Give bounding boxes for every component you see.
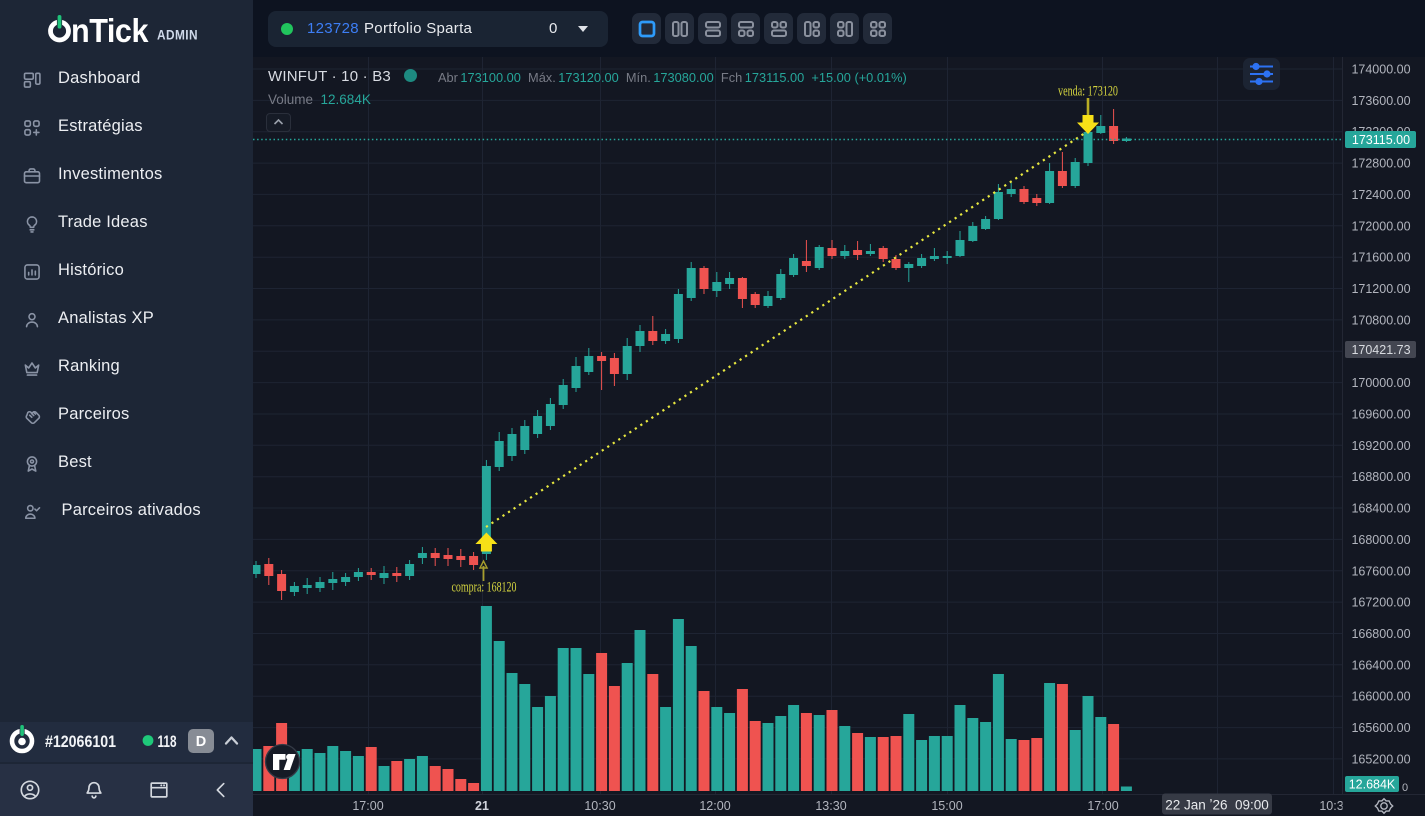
svg-text:165600.00: 165600.00 xyxy=(1351,721,1410,735)
svg-text:168400.00: 168400.00 xyxy=(1351,502,1410,516)
svg-text:170421.73: 170421.73 xyxy=(1351,343,1410,357)
svg-text:compra: 168120: compra: 168120 xyxy=(452,580,517,596)
svg-text:172400.00: 172400.00 xyxy=(1351,188,1410,202)
svg-text:169600.00: 169600.00 xyxy=(1351,408,1410,422)
svg-text:173600.00: 173600.00 xyxy=(1351,94,1410,108)
svg-text:17:00: 17:00 xyxy=(1087,799,1118,813)
svg-text:22 Jan ʼ26 09:00: 22 Jan ʼ26 09:00 xyxy=(1165,798,1269,813)
svg-text:171200.00: 171200.00 xyxy=(1351,282,1410,296)
svg-text:168000.00: 168000.00 xyxy=(1351,533,1410,547)
svg-text:169200.00: 169200.00 xyxy=(1351,439,1410,453)
svg-text:174000.00: 174000.00 xyxy=(1351,63,1410,77)
svg-text:15:00: 15:00 xyxy=(931,799,962,813)
svg-text:12:00: 12:00 xyxy=(699,799,730,813)
svg-text:172000.00: 172000.00 xyxy=(1351,219,1410,233)
svg-text:167200.00: 167200.00 xyxy=(1351,596,1410,610)
svg-text:170800.00: 170800.00 xyxy=(1351,313,1410,327)
svg-text:#12066101: #12066101 xyxy=(45,732,116,751)
svg-text:17:00: 17:00 xyxy=(352,799,383,813)
svg-text:166800.00: 166800.00 xyxy=(1351,627,1410,641)
svg-text:165200.00: 165200.00 xyxy=(1351,752,1410,766)
svg-text:168800.00: 168800.00 xyxy=(1351,470,1410,484)
svg-text:nTick: nTick xyxy=(71,12,149,49)
svg-text:13:30: 13:30 xyxy=(815,799,846,813)
svg-text:170000.00: 170000.00 xyxy=(1351,376,1410,390)
svg-text:166400.00: 166400.00 xyxy=(1351,658,1410,672)
svg-text:0: 0 xyxy=(1402,782,1408,794)
svg-text:173115.00: 173115.00 xyxy=(1352,133,1410,147)
svg-text:118: 118 xyxy=(158,732,177,751)
svg-text:10:30: 10:30 xyxy=(584,799,615,813)
svg-text:venda: 173120: venda: 173120 xyxy=(1058,84,1118,100)
svg-text:166000.00: 166000.00 xyxy=(1351,690,1410,704)
svg-text:ADMIN: ADMIN xyxy=(157,27,198,43)
svg-text:12.684K: 12.684K xyxy=(1349,778,1396,792)
svg-text:172800.00: 172800.00 xyxy=(1351,157,1410,171)
svg-text:167600.00: 167600.00 xyxy=(1351,564,1410,578)
svg-text:21: 21 xyxy=(475,799,489,813)
svg-text:D: D xyxy=(196,734,206,750)
svg-text:171600.00: 171600.00 xyxy=(1351,251,1410,265)
